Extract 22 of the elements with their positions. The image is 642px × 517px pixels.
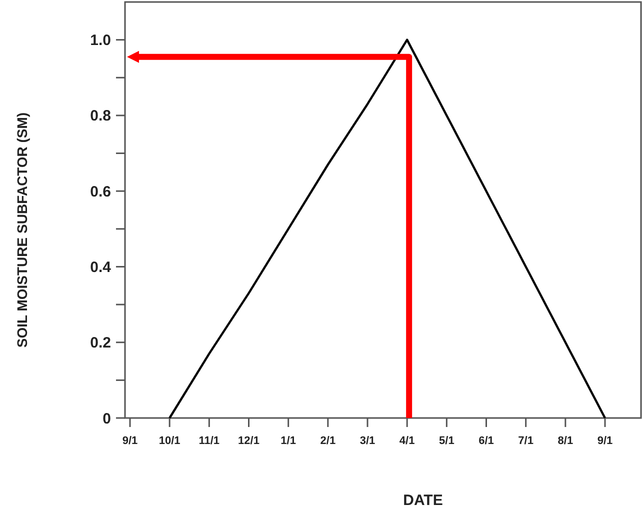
x-tick-label: 12/1 (238, 435, 260, 447)
y-tick-label: 0.8 (90, 108, 111, 125)
x-tick-label: 2/1 (320, 435, 336, 447)
x-tick-label: 4/1 (399, 435, 415, 447)
x-tick-label: 9/1 (122, 435, 138, 447)
x-tick-label: 1/1 (280, 435, 296, 447)
x-tick-label: 7/1 (518, 435, 534, 447)
x-tick-label: 8/1 (558, 435, 574, 447)
x-axis-title: DATE (403, 492, 443, 509)
y-tick-label: 0.2 (90, 334, 111, 352)
x-tick-label: 3/1 (360, 435, 376, 447)
x-tick-label: 9/1 (597, 435, 613, 447)
x-tick-label: 5/1 (439, 435, 454, 447)
y-tick-label: 0 (102, 410, 111, 428)
x-tick-label: 10/1 (158, 435, 180, 447)
y-tick-label: 0.6 (90, 183, 111, 200)
line-series (168, 38, 606, 420)
y-axis-title: SOIL MOISTURE SUBFACTOR (SM) (14, 112, 30, 348)
y-tick-label: 0.4 (90, 258, 112, 276)
x-tick-label: 6/1 (478, 435, 494, 447)
x-tick-label: 11/1 (198, 435, 220, 447)
y-tick-label: 1.0 (90, 32, 111, 50)
